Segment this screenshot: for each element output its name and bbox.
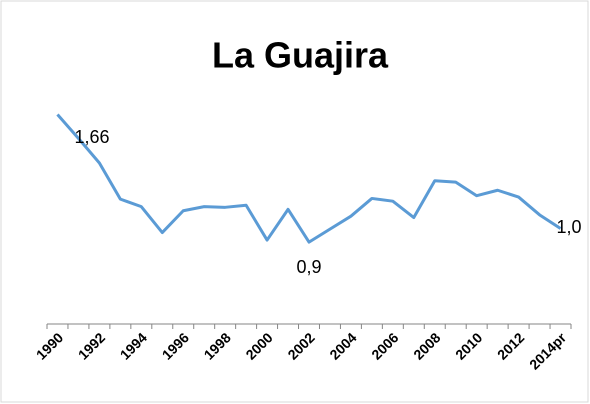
data-label: 1,0 xyxy=(557,217,582,237)
data-label: 0,9 xyxy=(296,257,321,277)
line xyxy=(56,113,562,244)
data-label: 1,66 xyxy=(74,127,109,147)
chart-title: La Guajira xyxy=(212,35,389,76)
